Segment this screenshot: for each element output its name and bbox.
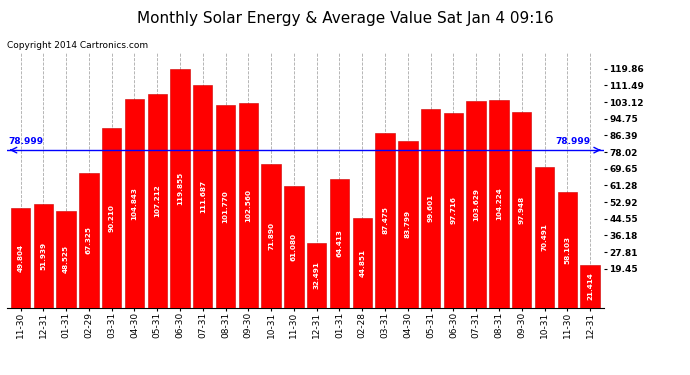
Bar xyxy=(398,141,417,308)
Bar xyxy=(125,99,144,308)
Text: 104.224: 104.224 xyxy=(496,187,502,220)
Text: 44.851: 44.851 xyxy=(359,249,365,277)
Bar xyxy=(34,204,53,308)
Text: 102.560: 102.560 xyxy=(246,189,251,222)
Text: 97.948: 97.948 xyxy=(519,196,524,224)
Text: Copyright 2014 Cartronics.com: Copyright 2014 Cartronics.com xyxy=(7,41,148,50)
Bar xyxy=(558,192,577,308)
Bar xyxy=(489,100,509,308)
Text: 99.601: 99.601 xyxy=(428,194,433,222)
Bar xyxy=(11,208,30,308)
Bar xyxy=(57,211,76,308)
Bar xyxy=(512,112,531,308)
Text: 78.999: 78.999 xyxy=(555,137,590,146)
Text: 111.687: 111.687 xyxy=(200,180,206,213)
Text: 90.210: 90.210 xyxy=(109,204,115,232)
Text: 87.475: 87.475 xyxy=(382,206,388,234)
Bar xyxy=(193,85,213,308)
Text: 51.939: 51.939 xyxy=(40,242,46,270)
Bar xyxy=(79,173,99,308)
Text: 71.890: 71.890 xyxy=(268,222,274,250)
Bar xyxy=(307,243,326,308)
Text: 67.325: 67.325 xyxy=(86,226,92,255)
Bar xyxy=(239,103,258,308)
Text: 32.491: 32.491 xyxy=(314,261,319,289)
Bar xyxy=(216,105,235,308)
Bar xyxy=(580,265,600,308)
Text: 78.999: 78.999 xyxy=(8,137,43,146)
Bar xyxy=(535,167,554,308)
Bar xyxy=(148,94,167,308)
Bar xyxy=(170,69,190,308)
Bar xyxy=(353,218,372,308)
Text: 83.799: 83.799 xyxy=(405,210,411,238)
Bar xyxy=(262,164,281,308)
Bar xyxy=(421,109,440,307)
Text: 49.804: 49.804 xyxy=(17,244,23,272)
Bar xyxy=(330,179,349,308)
Text: 103.629: 103.629 xyxy=(473,188,479,221)
Text: 61.080: 61.080 xyxy=(291,232,297,261)
Bar xyxy=(284,186,304,308)
Text: 101.770: 101.770 xyxy=(223,190,228,222)
Text: 70.491: 70.491 xyxy=(542,224,548,251)
Bar xyxy=(102,128,121,308)
Bar xyxy=(375,133,395,308)
Text: Monthly Solar Energy & Average Value Sat Jan 4 09:16: Monthly Solar Energy & Average Value Sat… xyxy=(137,11,553,26)
Bar xyxy=(444,113,463,308)
Text: 97.716: 97.716 xyxy=(451,196,456,224)
Text: 107.212: 107.212 xyxy=(155,184,160,217)
Bar xyxy=(466,101,486,308)
Text: 21.414: 21.414 xyxy=(587,272,593,300)
Text: 119.855: 119.855 xyxy=(177,171,183,205)
Text: 58.103: 58.103 xyxy=(564,236,571,264)
Text: 64.413: 64.413 xyxy=(337,230,342,257)
Text: 48.525: 48.525 xyxy=(63,245,69,273)
Text: 104.843: 104.843 xyxy=(132,187,137,219)
